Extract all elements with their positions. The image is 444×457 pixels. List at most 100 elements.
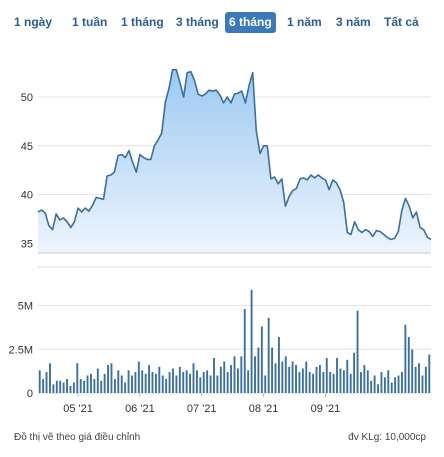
- volume-bar: [202, 372, 205, 393]
- volume-bar: [52, 384, 55, 394]
- volume-bar: [291, 361, 294, 393]
- volume-bar: [254, 356, 256, 394]
- volume-bar: [390, 382, 393, 393]
- volume-bar: [76, 363, 79, 394]
- volume-bar: [243, 309, 246, 393]
- volume-bar: [342, 370, 345, 394]
- volume-bar: [295, 365, 297, 393]
- adjusted-price-note: Đồ thị vẽ theo giá điều chỉnh: [14, 432, 141, 443]
- tab-1-nam[interactable]: 1 năm: [287, 15, 322, 29]
- x-tick-label: 05 '21: [63, 403, 93, 415]
- price-tick-label: 35: [21, 238, 33, 250]
- volume-bar: [83, 380, 86, 394]
- volume-bar: [226, 372, 229, 393]
- volume-y-axis: 0 2.5M 5M: [9, 301, 33, 401]
- volume-bar: [325, 358, 328, 393]
- volume-bar: [55, 380, 58, 394]
- volume-bar: [209, 375, 212, 393]
- volume-bar: [185, 370, 188, 394]
- volume-bar: [137, 361, 140, 393]
- volume-bar: [42, 379, 45, 393]
- volume-bar: [322, 372, 325, 393]
- volume-bar: [175, 375, 178, 393]
- price-tick-label: 45: [21, 141, 33, 153]
- volume-bar: [336, 358, 338, 393]
- volume-bar: [411, 349, 414, 394]
- volume-bar: [274, 363, 277, 394]
- volume-bar: [281, 361, 284, 393]
- volume-bar: [144, 373, 147, 394]
- volume-bars: [38, 289, 431, 394]
- volume-bar: [100, 380, 103, 394]
- volume-bar: [257, 347, 260, 393]
- volume-bar: [127, 370, 130, 394]
- tab-1-thang[interactable]: 1 tháng: [121, 15, 164, 29]
- volume-bar: [308, 372, 311, 393]
- volume-bar: [216, 375, 219, 393]
- volume-bar: [305, 361, 308, 393]
- volume-bar: [134, 372, 137, 393]
- volume-bar: [195, 370, 198, 394]
- volume-bar: [288, 366, 291, 394]
- volume-bar: [284, 356, 287, 394]
- volume-bar: [394, 377, 397, 394]
- tab-1-ngay[interactable]: 1 ngày: [14, 15, 53, 29]
- price-tick-label: 40: [21, 190, 33, 202]
- volume-bar: [353, 352, 356, 394]
- volume-bar: [356, 310, 359, 394]
- volume-bar: [223, 361, 226, 393]
- tab-3-thang[interactable]: 3 tháng: [176, 15, 219, 29]
- volume-bar: [59, 380, 62, 394]
- volume-bar: [267, 317, 270, 394]
- tab-1-tuan[interactable]: 1 tuần: [72, 15, 108, 29]
- volume-bar: [96, 368, 99, 393]
- volume-bar: [260, 326, 263, 393]
- tab-tat-ca[interactable]: Tất cả: [384, 15, 419, 29]
- volume-bar: [319, 365, 321, 393]
- volume-bar: [339, 368, 342, 393]
- price-tick-label: 50: [21, 92, 33, 104]
- volume-bar: [45, 372, 48, 393]
- volume-bar: [315, 366, 318, 394]
- x-tick-label: 08 '21: [249, 403, 279, 415]
- volume-bar: [363, 365, 366, 393]
- volume-bar: [49, 363, 51, 394]
- volume-bar: [182, 372, 185, 393]
- volume-bar: [301, 368, 304, 393]
- x-tick-label: 07 '21: [187, 403, 217, 415]
- volume-bar: [329, 372, 332, 393]
- tab-3-nam[interactable]: 3 năm: [336, 15, 371, 29]
- volume-bar: [172, 368, 174, 393]
- volume-bar: [168, 372, 171, 393]
- volume-bar: [349, 373, 352, 394]
- volume-bar: [366, 370, 369, 394]
- volume-bar: [414, 366, 417, 394]
- volume-bar: [407, 337, 410, 393]
- volume-bar: [69, 386, 72, 393]
- volume-bar: [230, 365, 233, 393]
- volume-bar: [397, 375, 400, 393]
- tab-6-thang[interactable]: 6 tháng: [225, 12, 276, 33]
- volume-bar: [332, 373, 335, 394]
- volume-bar: [86, 375, 89, 393]
- volume-bar: [264, 375, 267, 393]
- volume-bar: [38, 370, 41, 394]
- volume-bar: [387, 370, 390, 394]
- volume-bar: [404, 324, 407, 394]
- volume-bar: [151, 372, 154, 393]
- price-area-fill: [38, 69, 431, 253]
- x-tick-label: 09 '21: [311, 403, 341, 415]
- volume-bar: [124, 382, 127, 393]
- volume-bar: [418, 363, 420, 394]
- volume-tick-label: 0: [27, 388, 33, 400]
- volume-bar: [199, 377, 202, 394]
- volume-bar: [161, 375, 164, 393]
- volume-bar: [271, 347, 274, 393]
- volume-bar: [240, 356, 243, 394]
- volume-bar: [421, 375, 424, 393]
- volume-tick-label: 2.5M: [9, 344, 33, 356]
- volume-bar: [117, 370, 120, 394]
- volume-bar: [66, 379, 68, 393]
- volume-tick-label: 5M: [18, 301, 33, 313]
